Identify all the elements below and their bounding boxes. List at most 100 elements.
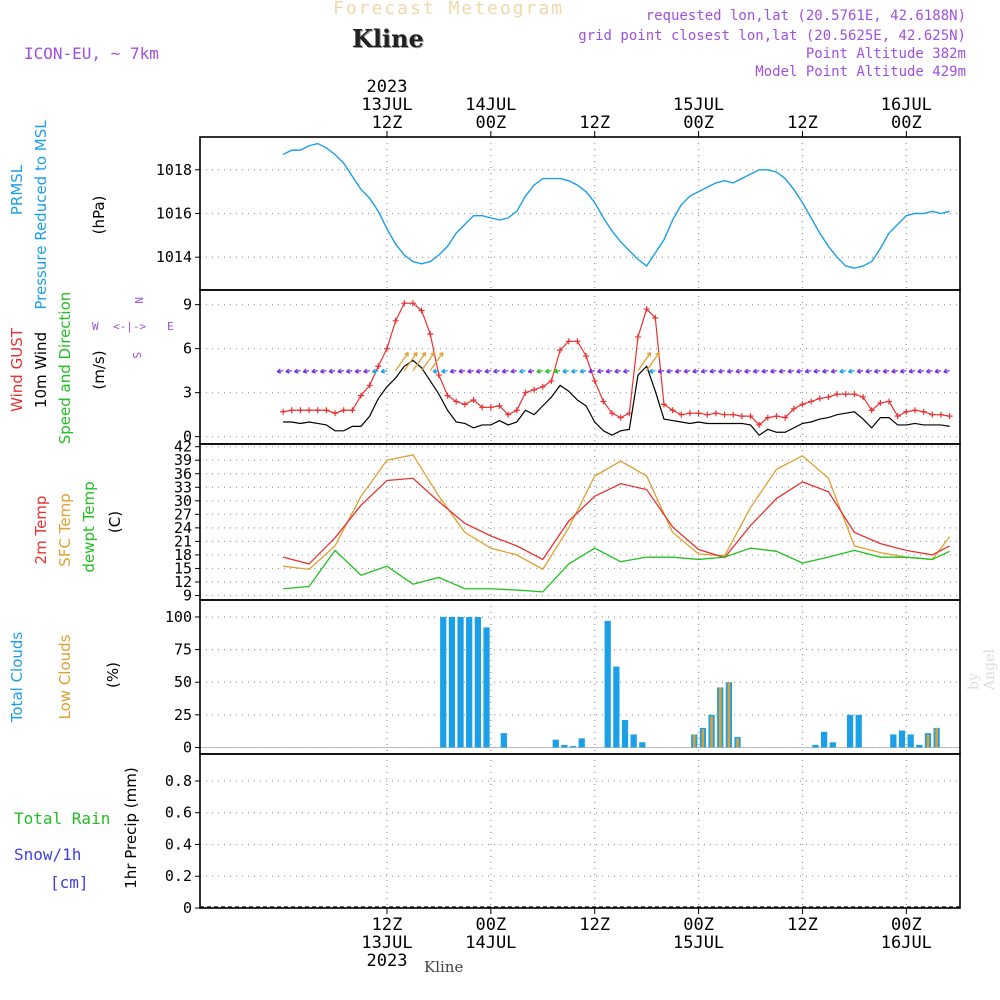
gust-marker — [773, 413, 780, 420]
dewpt-label: dewpt Temp — [80, 481, 98, 572]
gust-marker — [877, 399, 884, 406]
dewpt-line — [283, 547, 950, 593]
cloud-total-bar — [898, 730, 906, 748]
gust-marker — [392, 317, 399, 324]
gust-marker — [600, 398, 607, 405]
gust-marker — [704, 411, 711, 418]
gust-marker — [790, 405, 797, 412]
cloud-total-bar — [916, 744, 923, 748]
gust-marker — [366, 382, 373, 389]
ytick-label: 42 — [174, 438, 192, 456]
wind-arrow-head — [328, 368, 334, 374]
cloud-total-bar — [907, 734, 914, 748]
wind-arrow-head — [744, 368, 749, 374]
wind-arrow — [421, 352, 435, 372]
gust-marker — [695, 410, 702, 417]
cloud-total-bar — [474, 616, 481, 748]
pressure-line — [282, 142, 950, 269]
top-axis-label: 15JUL — [673, 95, 724, 115]
bottom-axis-label: 12Z — [372, 915, 403, 935]
ytick-label: 0.6 — [165, 804, 192, 822]
gust-marker — [574, 338, 581, 345]
wind-arrow — [395, 352, 409, 372]
wind-arrow-head — [925, 368, 931, 374]
wind-arrow-head — [735, 368, 740, 374]
wind-arrow-head — [562, 368, 567, 374]
gust-marker — [427, 331, 434, 337]
ytick-label: 39 — [174, 451, 192, 469]
gust-marker — [712, 410, 719, 417]
gust-marker — [306, 407, 313, 414]
cloud-total-bar — [569, 746, 577, 748]
gust-marker — [894, 413, 901, 420]
gust-marker — [583, 353, 590, 359]
cloud-low-bar — [692, 734, 696, 748]
gust-marker — [886, 398, 893, 405]
compass-e: E — [167, 320, 174, 333]
wind-arrow-head — [553, 368, 559, 374]
wind-arrow-head — [536, 368, 541, 374]
cloud-total-bar — [552, 739, 559, 748]
title-faint: Forecast Meteogram — [333, 0, 565, 19]
wind-arrow-head — [588, 368, 593, 374]
wind-arrow-head — [380, 368, 386, 374]
gust-marker — [652, 314, 659, 321]
top-axis-label: 12Z — [787, 113, 818, 133]
gust-marker — [314, 407, 321, 414]
cloud-low-bar — [935, 727, 938, 748]
wind-arrow-head — [519, 368, 524, 374]
wind-arrow-head — [467, 368, 472, 374]
top-axis-label: 00Z — [475, 113, 506, 133]
wind-arrow-head — [484, 368, 489, 374]
wind-arrow-head — [363, 368, 368, 374]
ytick-label: 15 — [174, 559, 192, 577]
gust-marker — [548, 377, 555, 384]
wind-arrow-head — [692, 368, 697, 374]
gust-marker — [660, 401, 667, 408]
cloud-low-bar — [718, 687, 722, 748]
gust-marker — [505, 411, 512, 418]
ytick-label: 36 — [174, 465, 192, 483]
gust-marker — [297, 407, 304, 414]
wind-arrow-head — [804, 368, 810, 374]
wind-arrow-head — [458, 368, 463, 374]
pressure-label: Pressure Reduced to MSL — [32, 120, 50, 310]
temp-2m-line — [282, 477, 950, 565]
wind-arrow-head — [510, 368, 515, 374]
cloud-total-bar — [812, 744, 819, 748]
wind-arrow-head — [545, 368, 550, 374]
gust-marker — [444, 392, 451, 399]
compass-n: N — [132, 297, 145, 304]
wind-arrow-head — [646, 352, 652, 357]
gust-marker — [851, 391, 858, 398]
wind-arrow-head — [874, 368, 879, 374]
wind-line — [283, 359, 950, 436]
wind-arrow-head — [830, 368, 836, 374]
temp-2m-label: 2m Temp — [32, 496, 50, 565]
ytick-label: 50 — [174, 673, 192, 691]
cloud-low-bar — [701, 729, 705, 748]
gust-marker — [418, 307, 425, 314]
gust-marker — [920, 408, 927, 415]
cloud-total-bar — [466, 616, 473, 748]
gust-marker — [929, 411, 936, 418]
wind-arrow-head — [917, 368, 922, 374]
ytick-label: 18 — [174, 546, 192, 564]
bottom-axis-label: 12Z — [579, 915, 610, 935]
ytick-label: 6 — [183, 340, 192, 358]
info-line-4: Model Point Altitude 429m — [755, 64, 966, 80]
snow-label: Snow/1h — [14, 845, 81, 864]
gust-marker — [756, 421, 763, 428]
model-label: ICON-EU, ~ 7km — [24, 44, 159, 63]
wind-arrow-head — [752, 368, 758, 374]
wind-arrow-head — [432, 368, 437, 374]
gust-marker — [686, 410, 693, 417]
info-line-3: Point Altitude 382m — [805, 46, 966, 62]
wind-arrow-head — [848, 368, 853, 374]
prmsl-label: PRMSL — [8, 164, 26, 215]
wind-arrow-head — [655, 352, 660, 357]
wind-arrow-head — [430, 352, 435, 357]
compass-legend: N W <-|-> E S — [92, 297, 174, 359]
ytick-label: 25 — [174, 706, 192, 724]
